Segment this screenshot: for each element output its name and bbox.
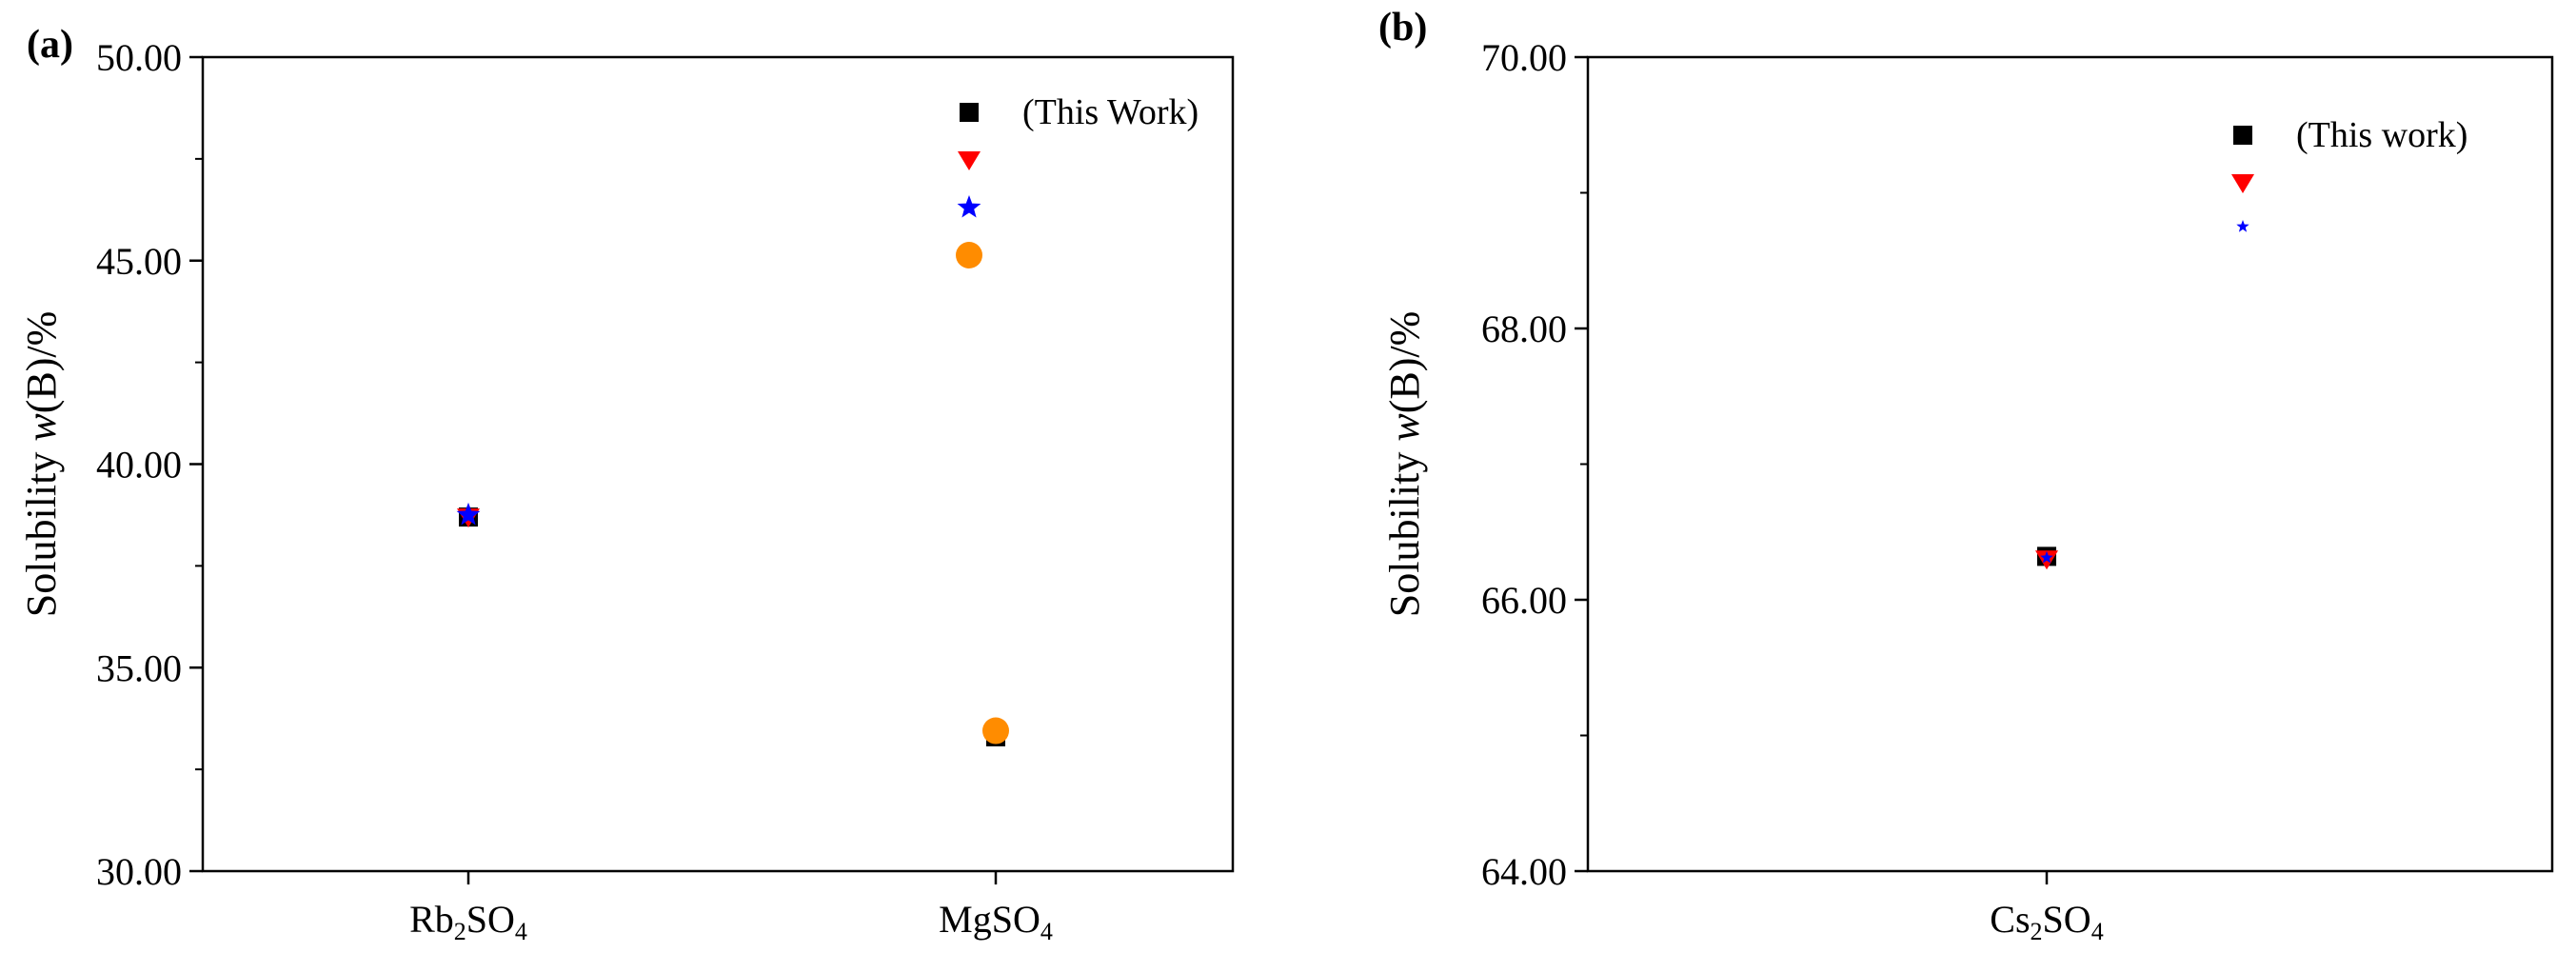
y-tick-label: 68.00 — [1481, 308, 1567, 350]
y-tick-label: 35.00 — [96, 646, 182, 689]
y-axis-title-part: (B)/% — [1381, 311, 1428, 414]
x-tick-label: Cs2SO4 — [1990, 898, 2103, 945]
data-point-star — [456, 502, 481, 526]
plot-frame — [1586, 55, 2554, 873]
x-tick-label-part: MgSO — [939, 898, 1040, 941]
y-axis-title: Solubility w(B)/% — [1381, 311, 1428, 617]
x-tick-label-part: 2 — [2031, 918, 2043, 945]
x-tick-label-part: 4 — [2091, 918, 2104, 945]
legend-marker-square — [960, 103, 979, 122]
x-tick-label-part: Rb — [409, 898, 454, 941]
x-tick-label-part: 4 — [515, 918, 527, 945]
legend-marker-smallstar — [2236, 220, 2249, 232]
y-tick-label: 40.00 — [96, 444, 182, 486]
y-axis-title-part: w — [18, 413, 65, 442]
legend-marker-square — [2233, 126, 2252, 145]
x-tick-label-part: Cs — [1990, 898, 2030, 941]
legend-marker-circle — [956, 242, 982, 268]
y-tick-label: 30.00 — [96, 850, 182, 893]
x-tick-label-part: SO — [2043, 898, 2091, 941]
panel-label: (a) — [27, 23, 73, 67]
x-tick-label: Rb2SO4 — [409, 898, 527, 945]
y-axis-title-part: (B)/% — [18, 311, 65, 414]
legend-marker-star — [957, 195, 981, 218]
x-tick-label: MgSO4 — [939, 898, 1053, 945]
x-tick-label-part: SO — [466, 898, 515, 941]
legend-label: (This work) — [2296, 115, 2467, 155]
y-axis-title: Solubility w(B)/% — [18, 311, 65, 617]
y-tick-label: 45.00 — [96, 240, 182, 283]
legend-marker-triangle — [958, 151, 981, 170]
y-axis-title-part: Solubility — [1381, 442, 1428, 618]
chart-panel-b: (b) 64.00 66.00 68.00 70.00 Solubility w(B)/%… — [1378, 6, 2554, 945]
x-tick-label-part: 4 — [1040, 918, 1053, 945]
y-axis-title-part: w — [1381, 413, 1428, 442]
data-point-smallstar — [2040, 550, 2053, 564]
plot-frame — [201, 55, 1235, 873]
y-tick-label: 50.00 — [96, 36, 182, 79]
y-tick-label: 70.00 — [1481, 36, 1567, 79]
y-tick-label: 64.00 — [1481, 850, 1567, 893]
x-tick-label-part: 2 — [454, 918, 466, 945]
legend-marker-triangle — [2231, 174, 2254, 193]
chart-panel-a: (a) 30.00 35.00 40.00 45.00 50.00 Solubility w… — [18, 23, 1235, 945]
panel-label: (b) — [1378, 6, 1427, 50]
legend-label: (This Work) — [1022, 92, 1199, 132]
y-axis-title-part: Solubility — [18, 442, 65, 618]
data-point-circle — [982, 717, 1009, 745]
y-tick-label: 66.00 — [1481, 579, 1567, 622]
